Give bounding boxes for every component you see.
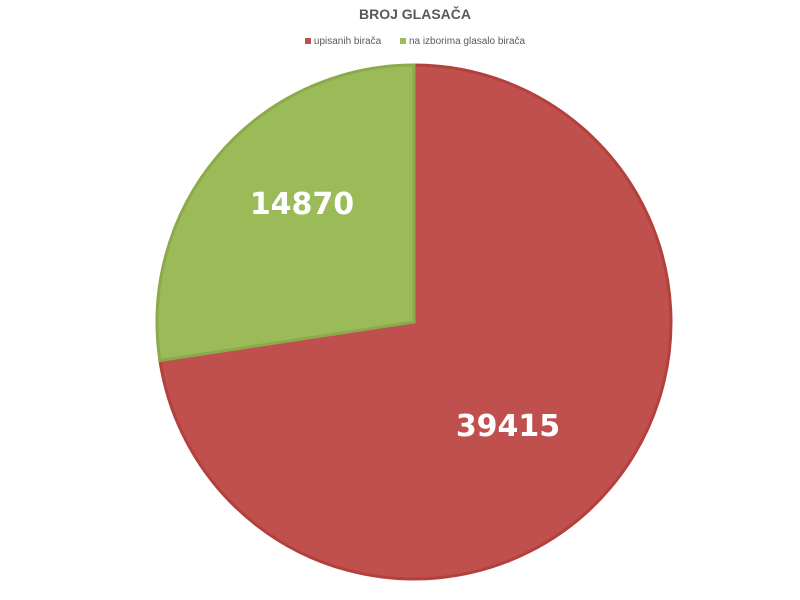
legend-item-voted: na izborima glasalo birača [399,36,526,47]
data-label: 14870 [250,187,354,222]
legend-swatch [304,38,311,45]
chart-title: BROJ GLASAČA [358,6,471,22]
legend: upisanih birača na izborima glasalo bira… [0,36,800,47]
pie-slice [155,63,416,363]
data-label: 39415 [456,409,560,444]
legend-swatch [399,38,406,45]
legend-item-registered: upisanih birača [304,36,382,47]
legend-label: upisanih birača [313,36,382,47]
legend-label: na izborima glasalo birača [408,36,526,47]
